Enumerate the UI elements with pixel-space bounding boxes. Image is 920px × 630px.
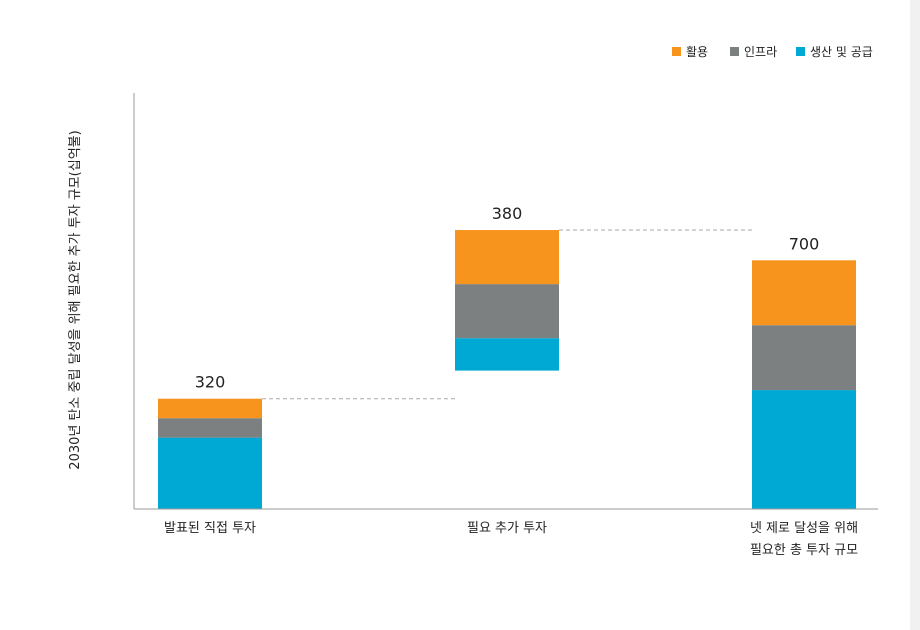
bar-segment-인프라-1 [455,284,559,339]
bar-segment-활용-1 [455,230,559,285]
legend-label-2: 생산 및 공급 [810,45,873,59]
y-axis-label: 2030년 탄소 중립 달성을 위해 필요한 추가 투자 규모(십억불) [68,130,83,469]
legend-swatch-0 [672,47,681,56]
total-label-1: 380 [492,204,523,223]
x-tick-label-2-0: 넷 제로 달성을 위해 [750,521,858,536]
bar-segment-인프라-2 [752,325,856,391]
bar-segment-인프라-0 [158,418,262,438]
total-label-2: 700 [789,234,820,253]
total-label-0: 320 [195,373,226,392]
x-tick-label-2-1: 필요한 총 투자 규모 [750,543,858,558]
page-edge-strip [910,0,920,630]
legend-label-1: 인프라 [744,45,777,59]
bar-segment-생산-및-공급-2 [752,390,856,509]
legend-swatch-1 [730,47,739,56]
bar-segment-활용-0 [158,398,262,419]
bar-segment-활용-2 [752,260,856,326]
x-tick-label-1-0: 필요 추가 투자 [467,521,547,536]
bar-segment-생산-및-공급-1 [455,338,559,371]
plot-area: 320 380 700 [158,204,856,509]
legend-label-0: 활용 [686,45,708,59]
legend-swatch-2 [796,47,805,56]
legend: 활용 인프라 생산 및 공급 [672,45,873,59]
x-tick-label-0-0: 발표된 직접 투자 [164,521,256,536]
bar-segment-생산-및-공급-0 [158,437,262,509]
